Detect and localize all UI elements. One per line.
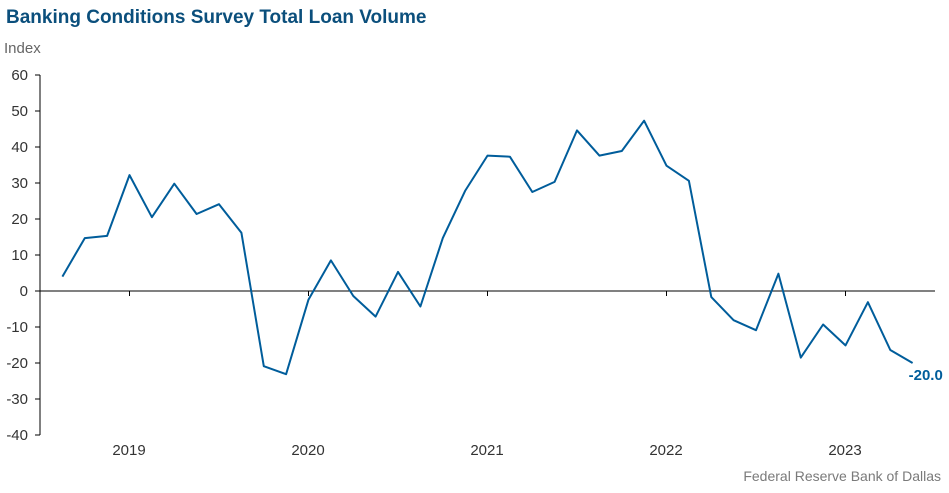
y-tick-label: 50 <box>11 103 28 120</box>
annotations: -20.0 <box>909 367 943 384</box>
y-tick-label: 20 <box>11 211 28 228</box>
source-note: Federal Reserve Bank of Dallas <box>743 468 941 484</box>
x-tick-label: 2023 <box>828 442 861 459</box>
y-tick-label: 10 <box>11 247 28 264</box>
series-line <box>61 119 914 376</box>
x-tick-label: 2021 <box>470 442 503 459</box>
x-tick-label: 2019 <box>112 442 145 459</box>
y-tick-label: -10 <box>6 319 28 336</box>
series-group <box>61 119 914 376</box>
y-tick-label: -20 <box>6 355 28 372</box>
y-tick-label: 60 <box>11 67 28 84</box>
y-tick-label: 0 <box>20 283 28 300</box>
y-tick-label: -30 <box>6 391 28 408</box>
x-axis: 2019 2020 2021 2022 2023 <box>40 290 935 459</box>
y-tick-label: -40 <box>6 427 28 444</box>
y-axis-label: Index <box>4 40 41 57</box>
x-tick-label: 2020 <box>291 442 324 459</box>
y-axis-ticks: 60 50 40 30 20 10 0 -10 -20 -30 -40 <box>6 67 41 444</box>
last-value-label: -20.0 <box>909 367 943 384</box>
chart-title: Banking Conditions Survey Total Loan Vol… <box>6 7 427 28</box>
y-tick-label: 40 <box>11 139 28 156</box>
y-tick-label: 30 <box>11 175 28 192</box>
x-tick-label: 2022 <box>649 442 682 459</box>
